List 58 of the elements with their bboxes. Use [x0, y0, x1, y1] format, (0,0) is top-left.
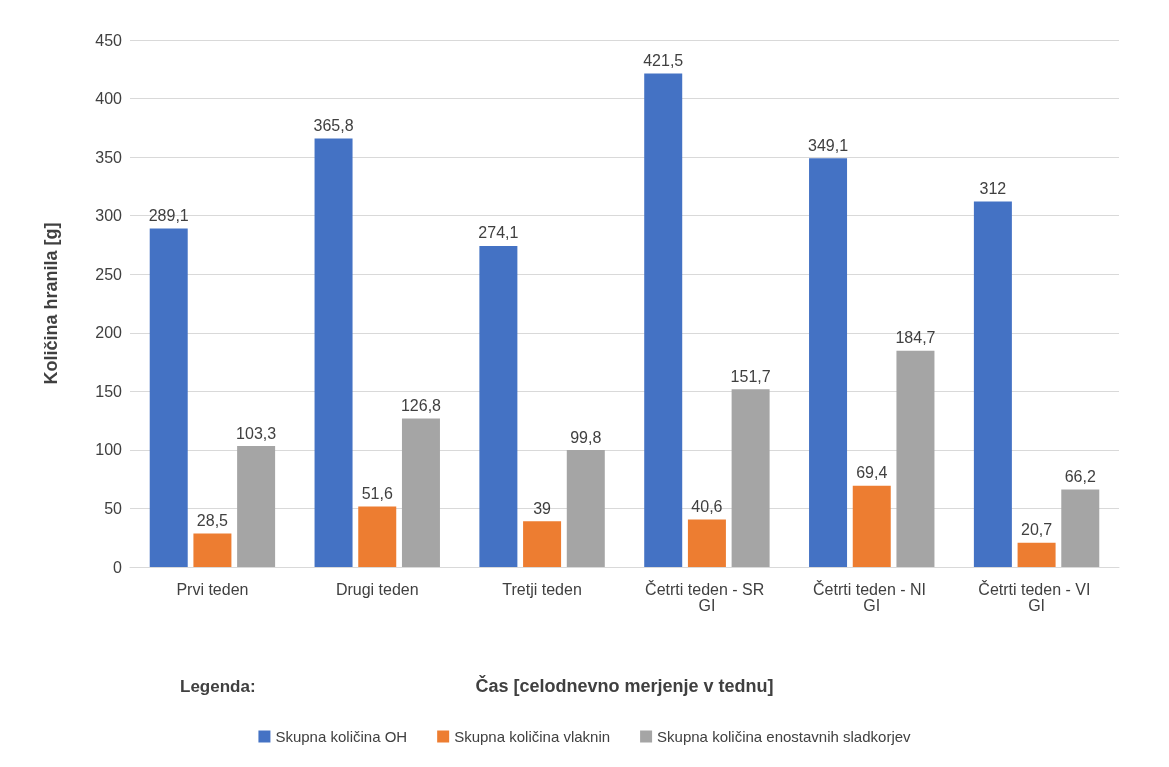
data-label: 312: [979, 180, 1007, 198]
text: Legenda:: [180, 677, 256, 696]
data-label: 39: [533, 499, 552, 517]
data-label: 274,1: [478, 224, 519, 242]
data-label: 99,8: [570, 428, 602, 446]
bar: [896, 350, 935, 567]
data-label: 28,5: [196, 512, 229, 530]
y-tick-label: 50: [104, 499, 123, 517]
y-tick-label: 450: [95, 31, 123, 49]
bar: [644, 73, 683, 567]
x-axis-title: Čas [celodnevno merjenje v tednu]: [475, 675, 774, 696]
bar: [687, 519, 726, 567]
data-label: 289,1: [148, 206, 189, 224]
bar: [193, 533, 232, 567]
y-tick-label: 400: [95, 90, 123, 108]
y-tick-label: 150: [95, 382, 123, 400]
bar: [149, 228, 188, 567]
y-tick-label: 100: [95, 441, 123, 459]
y-tick-label: 0: [113, 558, 123, 576]
bar: [401, 418, 440, 567]
x-tick-label: Četrti teden - VI GI: [978, 579, 1095, 614]
x-tick-label: Tretji teden: [502, 580, 582, 598]
legend-label: Skupna količina enostavnih sladkorjev: [657, 728, 912, 745]
data-label: 349,1: [808, 136, 849, 154]
bar: [1061, 489, 1100, 567]
data-label: 69,4: [856, 464, 888, 482]
y-axis-title: Količina hranila [g]: [41, 222, 61, 385]
x-tick-label: Četrti teden - NI GI: [813, 579, 931, 614]
y-tick-label: 300: [95, 207, 123, 225]
data-label: 151,7: [730, 367, 771, 385]
bar: [479, 246, 518, 567]
bar: [973, 201, 1012, 567]
legend-label: Skupna količina OH: [275, 728, 408, 745]
x-tick-label: Prvi teden: [176, 580, 249, 598]
bar: [237, 446, 276, 567]
bar: [731, 389, 770, 567]
bar: [852, 485, 891, 567]
data-label: 20,7: [1021, 521, 1053, 539]
legend-label: Skupna količina vlaknin: [454, 728, 611, 745]
bar: [523, 521, 562, 567]
data-label: 66,2: [1064, 467, 1096, 485]
data-label: 184,7: [895, 329, 936, 347]
data-label: 126,8: [400, 397, 442, 414]
bar: [358, 506, 397, 567]
data-label: 40,6: [691, 497, 723, 515]
x-tick-label: Drugi teden: [335, 580, 419, 598]
bar: [809, 158, 848, 567]
data-label: 421,5: [643, 51, 684, 69]
bar: [566, 450, 605, 567]
bar: [314, 138, 353, 567]
data-label: 103,3: [236, 424, 277, 442]
y-tick-label: 200: [95, 324, 123, 342]
bar: [1017, 542, 1056, 567]
data-label: 51,6: [361, 485, 393, 503]
y-tick-label: 250: [95, 265, 123, 283]
data-label: 365,8: [313, 117, 354, 135]
y-tick-label: 350: [95, 148, 123, 166]
x-tick-label: Četrti teden - SR GI: [645, 579, 769, 614]
